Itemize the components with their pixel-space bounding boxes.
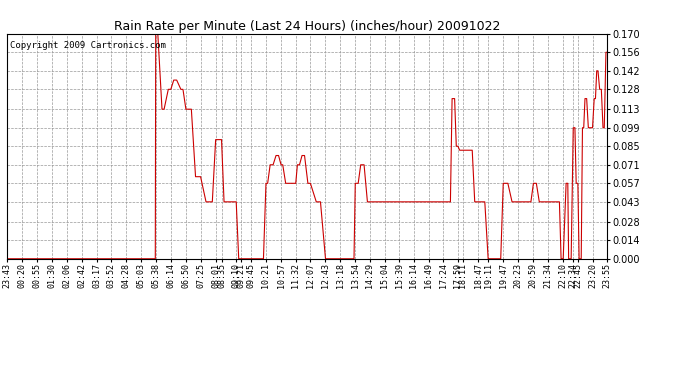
Text: Copyright 2009 Cartronics.com: Copyright 2009 Cartronics.com — [10, 40, 166, 50]
Title: Rain Rate per Minute (Last 24 Hours) (inches/hour) 20091022: Rain Rate per Minute (Last 24 Hours) (in… — [114, 20, 500, 33]
